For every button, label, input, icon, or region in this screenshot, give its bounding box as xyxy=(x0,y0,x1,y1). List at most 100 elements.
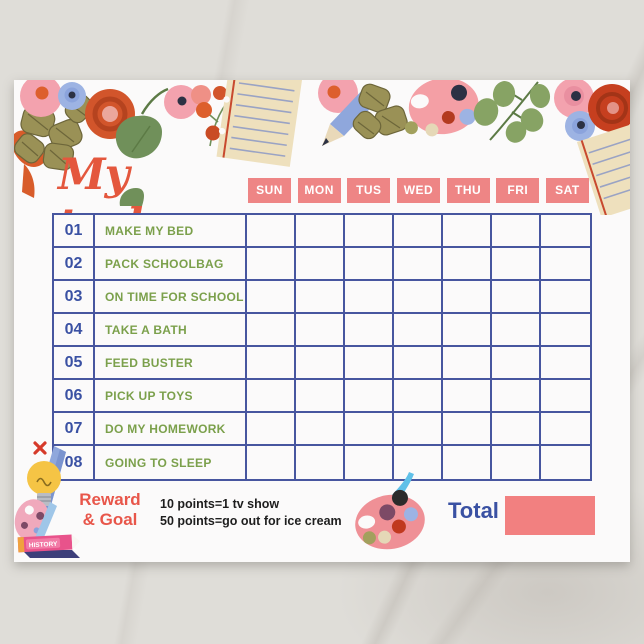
day-header: FRI xyxy=(496,177,540,203)
days-row: SUN MON TUS WED THU FRI SAT xyxy=(245,177,592,203)
day-checkbox-cell xyxy=(492,347,541,380)
day-checkbox-cell xyxy=(492,215,541,248)
day-checkbox-cell xyxy=(247,413,296,446)
day-checkbox-cell xyxy=(247,281,296,314)
task-label-cell: FEED BUSTER xyxy=(95,347,247,380)
palette-and-brush-decoration xyxy=(355,472,425,550)
task-number-cell: 02 xyxy=(54,248,95,281)
day-checkbox-cell xyxy=(345,413,394,446)
day-checkbox-cell xyxy=(247,248,296,281)
total-value-box xyxy=(505,496,595,535)
day-checkbox-cell xyxy=(345,446,394,479)
day-checkbox-cell xyxy=(443,281,492,314)
day-checkbox-cell xyxy=(296,347,345,380)
day-checkbox-cell xyxy=(296,380,345,413)
olive-leaves-icon xyxy=(352,83,408,140)
day-checkbox-cell xyxy=(443,380,492,413)
day-checkbox-cell xyxy=(394,380,443,413)
paint-palette-icon xyxy=(404,80,479,137)
task-label-cell: DO MY HOMEWORK xyxy=(95,413,247,446)
day-checkbox-cell xyxy=(394,281,443,314)
day-checkbox-cell xyxy=(247,314,296,347)
day-checkbox-cell xyxy=(541,281,590,314)
pencil-icon xyxy=(322,84,382,146)
blue-flower-icon xyxy=(58,82,86,110)
red-rose-icon xyxy=(588,84,630,132)
task-table: 01 MAKE MY BED 02 PACK SCHOOLBAG 03 ON TIME F… xyxy=(52,213,592,481)
day-checkbox-cell xyxy=(247,446,296,479)
reward-rule: 50 points=go out for ice cream xyxy=(160,514,342,528)
day-checkbox-cell xyxy=(443,215,492,248)
day-checkbox-cell xyxy=(394,446,443,479)
day-checkbox-cell xyxy=(296,215,345,248)
task-number-cell: 01 xyxy=(54,215,95,248)
day-checkbox-cell xyxy=(541,215,590,248)
day-checkbox-cell xyxy=(247,347,296,380)
berries-icon xyxy=(191,85,244,147)
day-checkbox-cell xyxy=(541,248,590,281)
reward-heading-line1: Reward xyxy=(79,490,141,509)
day-checkbox-cell xyxy=(394,215,443,248)
day-checkbox-cell xyxy=(394,248,443,281)
day-checkbox-cell xyxy=(394,314,443,347)
day-checkbox-cell xyxy=(345,281,394,314)
day-checkbox-cell xyxy=(541,413,590,446)
task-number-cell: 08 xyxy=(54,446,95,479)
day-checkbox-cell xyxy=(443,248,492,281)
task-number-cell: 05 xyxy=(54,347,95,380)
carrot-brushstroke-icon xyxy=(14,130,46,198)
day-checkbox-cell xyxy=(394,413,443,446)
day-checkbox-cell xyxy=(296,248,345,281)
day-header: WED xyxy=(396,177,440,203)
task-number-cell: 07 xyxy=(54,413,95,446)
orange-rose-icon xyxy=(85,89,135,139)
task-number-cell: 06 xyxy=(54,380,95,413)
blue-flower-icon xyxy=(565,111,595,141)
day-checkbox-cell xyxy=(296,446,345,479)
day-checkbox-cell xyxy=(541,314,590,347)
day-checkbox-cell xyxy=(443,446,492,479)
reward-rules: 10 points=1 tv show 50 points=go out for … xyxy=(160,496,342,530)
day-checkbox-cell xyxy=(345,215,394,248)
reward-heading-line2: & Goal xyxy=(82,510,138,529)
day-checkbox-cell xyxy=(443,314,492,347)
history-book-icon: HISTORY xyxy=(17,534,80,558)
task-number-cell: 04 xyxy=(54,314,95,347)
day-checkbox-cell xyxy=(541,446,590,479)
day-checkbox-cell xyxy=(296,314,345,347)
day-checkbox-cell xyxy=(492,281,541,314)
reward-rule: 10 points=1 tv show xyxy=(160,497,280,511)
day-checkbox-cell xyxy=(492,314,541,347)
pink-poppy-icon xyxy=(164,85,198,119)
pink-flower-icon xyxy=(318,80,358,113)
paint-palette-icon xyxy=(355,489,425,550)
task-number-cell: 03 xyxy=(54,281,95,314)
pink-flower-icon xyxy=(20,80,62,117)
task-label-cell: TAKE A BATH xyxy=(95,314,247,347)
red-x-icon xyxy=(33,441,47,455)
day-checkbox-cell xyxy=(492,380,541,413)
day-header: TUS xyxy=(347,177,391,203)
day-header: THU xyxy=(446,177,490,203)
day-header: SAT xyxy=(545,177,589,203)
day-checkbox-cell xyxy=(541,380,590,413)
task-label-cell: PICK UP TOYS xyxy=(95,380,247,413)
day-checkbox-cell xyxy=(345,380,394,413)
task-label-cell: MAKE MY BED xyxy=(95,215,247,248)
day-checkbox-cell xyxy=(541,347,590,380)
total-label: Total xyxy=(448,498,499,523)
paintbrush-icon xyxy=(35,502,57,542)
task-label-cell: GOING TO SLEEP xyxy=(95,446,247,479)
history-book-label: HISTORY xyxy=(29,541,59,550)
day-checkbox-cell xyxy=(443,347,492,380)
day-checkbox-cell xyxy=(443,413,492,446)
day-checkbox-cell xyxy=(296,413,345,446)
day-checkbox-cell xyxy=(345,314,394,347)
reward-goal-heading: Reward & Goal xyxy=(74,490,146,530)
pink-poppy-icon xyxy=(554,80,594,118)
task-label-cell: ON TIME FOR SCHOOL xyxy=(95,281,247,314)
day-checkbox-cell xyxy=(247,380,296,413)
day-checkbox-cell xyxy=(247,215,296,248)
eucalyptus-leaves-icon xyxy=(473,81,551,143)
